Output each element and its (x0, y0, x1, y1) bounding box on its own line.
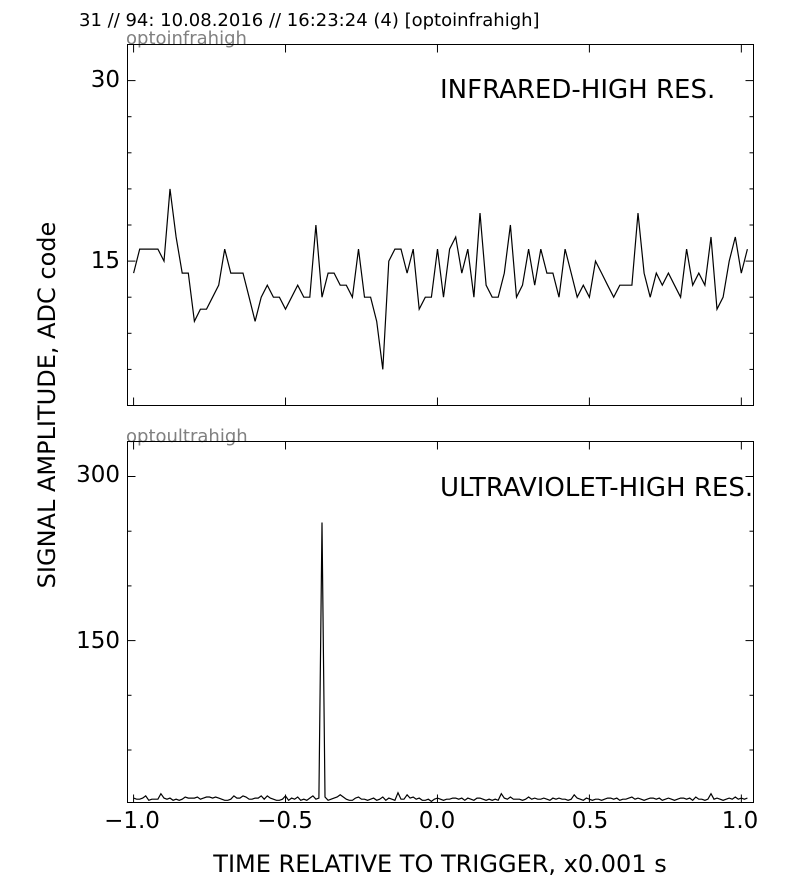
panel2-subtitle: optoultrahigh (126, 426, 248, 447)
panel1-ytick-label-30: 30 (91, 67, 120, 93)
panel1-label: INFRARED-HIGH RES. (440, 75, 715, 105)
panel2-series-line (133, 522, 748, 803)
panel1-series-line (133, 188, 748, 370)
xtick-label-neg05: −0.5 (257, 808, 313, 834)
y-axis-label: SIGNAL AMPLITUDE, ADC code (33, 222, 61, 589)
panel2-ytick-label-300: 300 (76, 462, 120, 488)
xtick-label-neg1: −1.0 (104, 808, 160, 834)
panel1-ytick-label-15: 15 (91, 248, 120, 274)
panel1-ticks (127, 44, 754, 406)
header-text: 31 // 94: 10.08.2016 // 16:23:24 (4) [op… (79, 10, 540, 31)
xtick-label-0: 0.0 (419, 808, 456, 834)
panel2-plot-area (127, 441, 754, 803)
panel2-label: ULTRAVIOLET-HIGH RES. (440, 473, 753, 503)
xtick-label-05: 0.5 (572, 808, 609, 834)
panel2-ytick-label-150: 150 (76, 628, 120, 654)
x-axis-label: TIME RELATIVE TO TRIGGER, x0.001 s (212, 850, 666, 878)
xtick-label-1: 1.0 (722, 808, 759, 834)
panel1-subtitle: optoinfrahigh (126, 28, 247, 49)
